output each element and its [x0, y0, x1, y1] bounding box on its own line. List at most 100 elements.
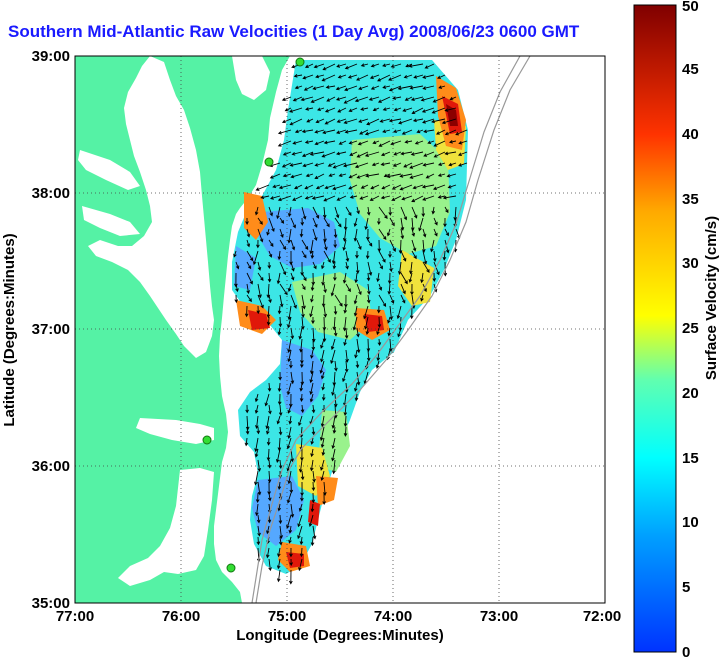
velocity-arrow: [366, 294, 371, 304]
velocity-arrow: [421, 184, 435, 189]
velocity-arrow: [441, 118, 457, 125]
velocity-arrow: [388, 338, 393, 353]
velocity-arrow: [321, 261, 325, 270]
velocity-arrow: [370, 184, 380, 190]
velocity-arrow: [299, 382, 304, 392]
velocity-arrow: [301, 283, 306, 291]
velocity-arrow: [409, 162, 424, 169]
velocity-arrow: [322, 63, 336, 71]
y-tick-label: 38:00: [32, 185, 70, 202]
velocity-arrow: [331, 437, 336, 450]
velocity-arrow: [442, 195, 457, 200]
velocity-arrow: [312, 525, 317, 540]
velocity-arrow: [287, 470, 292, 485]
velocity-arrow: [347, 74, 358, 79]
velocity-arrow: [256, 305, 261, 315]
velocity-arrow: [392, 162, 402, 167]
velocity-arrow: [378, 206, 388, 219]
velocity-arrow: [298, 503, 303, 512]
velocity-arrow: [289, 569, 293, 585]
velocity-arrow: [254, 206, 259, 216]
velocity-arrow: [397, 85, 413, 91]
velocity-arrow: [399, 173, 413, 178]
velocity-arrow: [306, 118, 314, 123]
velocity-arrow: [400, 250, 407, 262]
velocity-arrow: [312, 85, 325, 91]
velocity-arrow: [277, 140, 292, 147]
velocity-arrow: [355, 261, 360, 275]
velocity-arrow: [245, 426, 250, 435]
velocity-arrow: [433, 140, 446, 147]
velocity-arrow: [277, 393, 282, 406]
velocity-arrow: [400, 294, 406, 304]
velocity-arrow: [289, 118, 303, 126]
colorbar-label: Surface Velocity (cm/s): [703, 216, 720, 380]
velocity-arrow: [321, 151, 336, 158]
station-marker: [295, 57, 305, 67]
velocity-arrow: [364, 217, 369, 231]
velocity-arrow: [444, 206, 449, 214]
velocity-arrow: [338, 140, 347, 145]
velocity-arrow: [383, 173, 391, 178]
velocity-arrow: [367, 239, 373, 247]
velocity-arrow: [433, 151, 446, 158]
velocity-arrow: [305, 173, 314, 178]
velocity-arrow: [290, 327, 295, 340]
velocity-arrow: [309, 305, 314, 318]
velocity-arrow: [257, 283, 262, 299]
colorbar-tick-label: 0: [682, 644, 690, 659]
velocity-arrow: [348, 184, 358, 190]
velocity-arrow: [401, 195, 413, 201]
velocity-arrow: [322, 129, 336, 135]
velocity-arrow: [310, 503, 315, 513]
velocity-arrow: [314, 173, 325, 180]
velocity-arrow: [369, 195, 380, 201]
velocity-arrow: [309, 151, 325, 156]
velocity-arrow: [422, 162, 435, 167]
velocity-arrow: [234, 294, 239, 304]
velocity-arrow: [278, 184, 292, 190]
velocity-arrow: [278, 316, 283, 328]
velocity-arrow: [257, 459, 262, 472]
velocity-arrow: [356, 283, 362, 296]
velocity-arrow: [353, 305, 358, 317]
velocity-arrow: [305, 107, 314, 111]
velocity-arrow: [266, 228, 270, 236]
velocity-arrow: [268, 239, 274, 247]
velocity-arrow: [409, 85, 424, 90]
velocity-arrow: [380, 151, 391, 157]
velocity-arrow: [275, 448, 281, 463]
velocity-arrow: [344, 360, 349, 373]
velocity-arrow: [233, 250, 237, 258]
velocity-arrow: [389, 217, 395, 227]
velocity-arrow: [420, 294, 424, 302]
velocity-arrow: [352, 316, 358, 331]
velocity-arrow: [333, 228, 338, 239]
velocity-arrow: [311, 338, 316, 351]
y-axis-label: Latitude (Degrees:Minutes): [1, 233, 18, 426]
velocity-arrow: [312, 206, 320, 219]
velocity-arrow: [433, 228, 438, 237]
velocity-arrow: [310, 250, 315, 259]
velocity-arrow: [358, 118, 369, 123]
velocity-arrow: [354, 349, 358, 359]
velocity-arrow: [309, 239, 314, 255]
velocity-arrow: [390, 63, 402, 68]
x-tick-label: 74:00: [374, 608, 412, 625]
x-tick-label: 73:00: [480, 608, 518, 625]
velocity-arrow: [332, 162, 347, 169]
velocity-arrow: [398, 118, 413, 125]
velocity-arrow: [335, 96, 347, 101]
colorbar-tick-label: 25: [682, 320, 699, 337]
colorbar-tick-label: 10: [682, 514, 699, 531]
velocity-arrow: [297, 525, 303, 540]
velocity-arrow: [244, 437, 249, 447]
velocity-arrow: [311, 426, 316, 436]
map-frame: [74, 55, 606, 604]
velocity-arrow: [267, 470, 272, 484]
colorbar-tick-label: 15: [682, 450, 699, 467]
velocity-arrow: [343, 118, 358, 124]
velocity-arrow: [298, 459, 303, 473]
velocity-arrow: [290, 239, 296, 251]
velocity-arrow: [289, 547, 293, 558]
